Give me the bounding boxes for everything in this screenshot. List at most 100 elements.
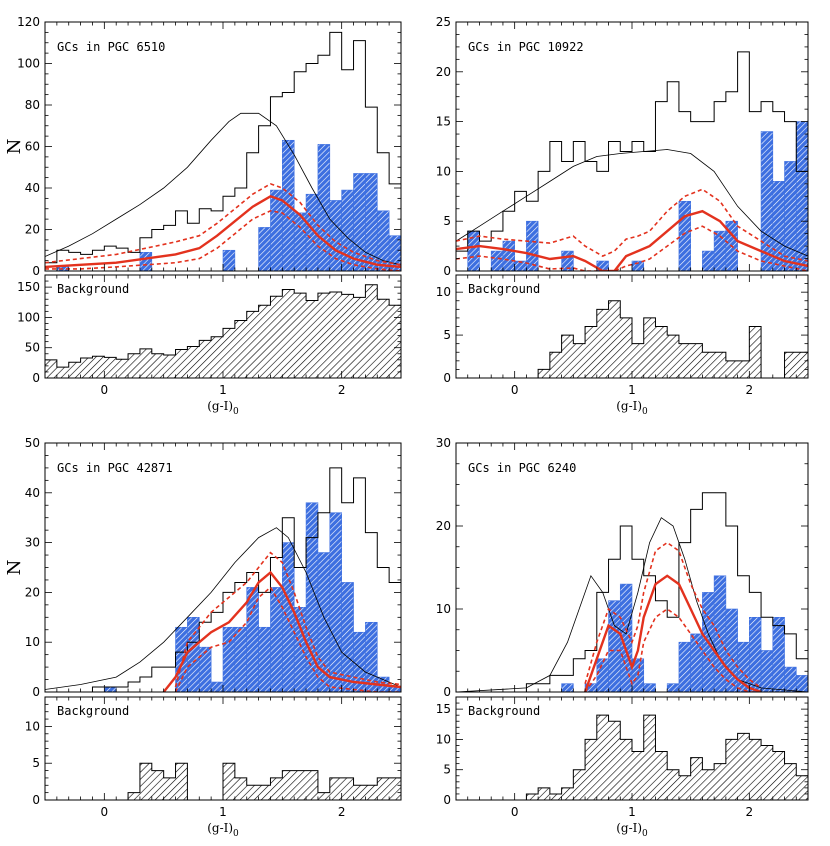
fit-upper-line — [584, 541, 762, 689]
y-tick-label: 80 — [25, 98, 40, 112]
gc-bar — [596, 658, 609, 692]
y-tick-label: 150 — [17, 280, 40, 294]
gc-bar — [643, 683, 656, 692]
y-tick-label: 5 — [443, 763, 451, 777]
gc-bar — [795, 675, 808, 692]
fit-upper-line — [45, 183, 401, 266]
panel-title: GCs in PGC 6510 — [57, 40, 165, 54]
x-tick-label: 1 — [219, 383, 227, 397]
gc-bar — [702, 250, 715, 271]
background-label: Background — [57, 282, 129, 296]
gc-bar — [713, 575, 727, 692]
y-tick-label: 10 — [25, 635, 40, 649]
total-histogram — [45, 31, 401, 271]
total-histogram — [45, 467, 401, 692]
y-tick-label: 0 — [32, 793, 40, 807]
x-tick-label: 0 — [511, 805, 519, 819]
gc-bar — [329, 512, 342, 692]
chart-panel-1: 0 20 40 60 80 100 120 0 50 100 150 0 1 2 (g-I)0 N GCs in… — [4, 15, 425, 417]
background-histogram — [45, 762, 401, 800]
y-tick-label: 40 — [25, 486, 40, 500]
y-axis-label: N — [4, 560, 25, 576]
background-label: Background — [468, 282, 540, 296]
y-tick-label: 5 — [443, 214, 451, 228]
y-tick-label: 60 — [25, 140, 40, 154]
y-tick-label: 0 — [32, 264, 40, 278]
smooth-total-line — [45, 527, 401, 690]
y-tick-label: 30 — [436, 436, 451, 450]
gc-bar — [666, 683, 680, 692]
panel-title: GCs in PGC 6240 — [468, 461, 576, 475]
y-tick-label: 25 — [436, 15, 451, 29]
y-tick-label: 0 — [443, 371, 451, 385]
x-tick-label: 0 — [101, 383, 109, 397]
gc-bar — [222, 249, 236, 271]
gc-bar — [210, 681, 224, 692]
gc-bar — [413, 682, 425, 692]
gc-bar — [490, 250, 504, 271]
gc-bar — [139, 252, 153, 271]
y-tick-label: 50 — [25, 436, 40, 450]
panel-title: GCs in PGC 10922 — [468, 40, 584, 54]
background-histogram — [456, 300, 808, 378]
gc-bar — [270, 189, 283, 271]
gc-bar — [234, 626, 248, 692]
gc-bar — [561, 683, 574, 692]
gc-bar — [807, 683, 808, 692]
fit-upper-line — [174, 551, 401, 688]
x-tick-label: 0 — [101, 805, 109, 819]
y-tick-label: 0 — [443, 264, 451, 278]
gc-bar — [222, 626, 236, 692]
gc-bar — [596, 260, 609, 271]
total-histogram — [456, 492, 808, 692]
background-histogram — [456, 714, 808, 800]
y-tick-label: 20 — [436, 519, 451, 533]
y-tick-label: 5 — [443, 328, 451, 342]
gc-bar — [175, 626, 188, 692]
y-tick-label: 0 — [32, 685, 40, 699]
gc-bar — [502, 240, 515, 271]
gc-bar — [329, 200, 342, 271]
gc-bar — [400, 686, 401, 692]
x-tick-label: 2 — [338, 805, 346, 819]
gc-bar — [104, 686, 117, 692]
y-tick-label: 15 — [436, 702, 451, 716]
y-tick-label: 120 — [17, 15, 40, 29]
y-tick-label: 10 — [436, 164, 451, 178]
y-axis-label: N — [4, 139, 25, 155]
chart-panel-2: 0 5 10 15 20 25 0 5 10 0 1 2 (g-I)0 GCs in PGC 10922 B… — [436, 15, 830, 417]
gc-bar — [820, 191, 830, 271]
gc-bar — [772, 616, 785, 692]
gc-bar — [413, 246, 425, 271]
x-tick-label: 0 — [511, 383, 519, 397]
x-tick-label: 1 — [628, 805, 636, 819]
y-tick-label: 15 — [436, 115, 451, 129]
gc-bar — [807, 171, 808, 271]
y-tick-label: 30 — [25, 536, 40, 550]
x-axis-label: (g-I)0 — [616, 399, 648, 417]
panel-title: GCs in PGC 42871 — [57, 461, 173, 475]
gc-bar — [317, 144, 331, 271]
chart-panel-3: 0 10 20 30 40 50 0 5 10 0 1 2 (g-I)0 N GCs in PGC 4287… — [4, 436, 425, 839]
x-tick-label: 2 — [746, 805, 754, 819]
y-tick-label: 10 — [25, 719, 40, 733]
gc-bar — [784, 161, 797, 271]
smooth-total-line — [456, 149, 808, 257]
y-tick-label: 20 — [25, 223, 40, 237]
gc-bar — [784, 666, 797, 692]
x-tick-label: 1 — [628, 383, 636, 397]
x-axis-label: (g-I)0 — [616, 821, 648, 839]
gc-bar — [760, 131, 774, 271]
y-tick-label: 100 — [17, 310, 40, 324]
background-label: Background — [57, 704, 129, 718]
y-tick-label: 20 — [436, 65, 451, 79]
y-tick-label: 0 — [443, 793, 451, 807]
gc-bar — [678, 200, 691, 271]
y-tick-label: 10 — [436, 602, 451, 616]
gc-bar — [258, 227, 271, 271]
y-tick-label: 0 — [443, 685, 451, 699]
background-histogram — [45, 284, 401, 378]
x-tick-label: 2 — [746, 383, 754, 397]
y-tick-label: 10 — [436, 285, 451, 299]
